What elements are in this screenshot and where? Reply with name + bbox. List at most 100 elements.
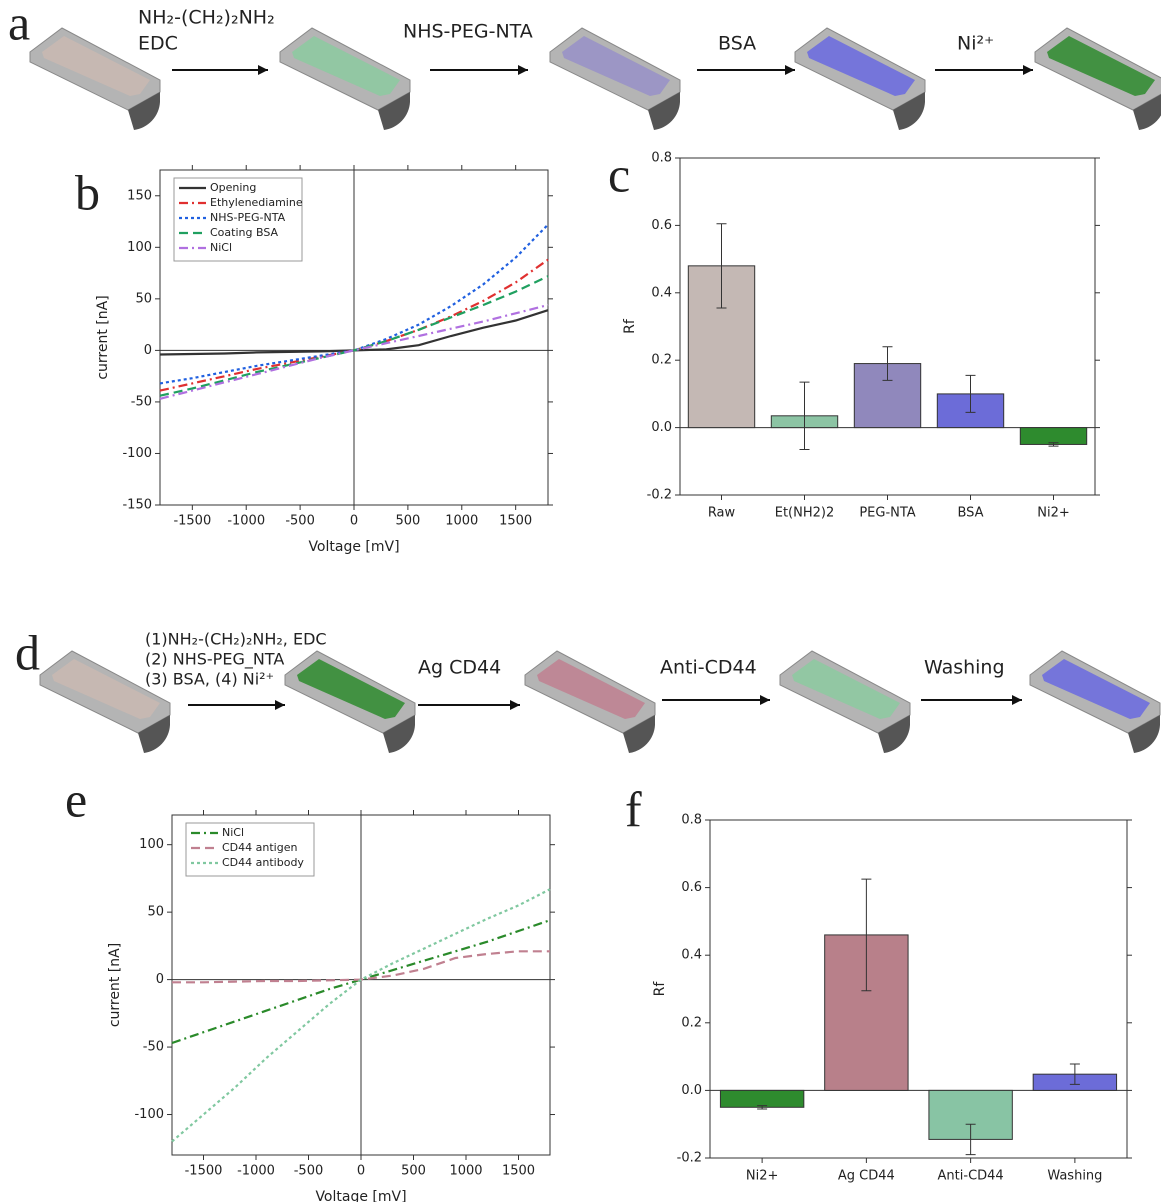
y-tick-label: 0.0 <box>681 1083 702 1098</box>
channel-end <box>878 715 910 753</box>
data-line <box>171 888 551 1143</box>
channel-coating <box>537 659 645 719</box>
y-tick-label: 0.8 <box>651 151 672 166</box>
arrow-head <box>1023 65 1033 75</box>
legend-label: CD44 antigen <box>222 841 297 854</box>
channel-end <box>648 92 680 130</box>
y-tick-label: 0.6 <box>681 880 702 895</box>
channel-coating <box>1047 36 1155 96</box>
data-line <box>159 223 549 385</box>
arrow-head <box>510 700 520 710</box>
channel-icon <box>779 650 911 753</box>
y-tick-label: 0.4 <box>681 948 702 963</box>
step-label: (1)NH₂-(CH₂)₂NH₂, EDC <box>145 630 327 649</box>
arrow-head <box>258 65 268 75</box>
x-tick-label: 1500 <box>502 1164 535 1179</box>
x-tick-label: -500 <box>285 514 315 529</box>
channel-end <box>383 715 415 753</box>
data-line <box>159 275 549 397</box>
x-tick-label: Anti-CD44 <box>938 1169 1004 1184</box>
y-tick-label: 0.8 <box>681 813 702 828</box>
channel-icon <box>794 27 926 130</box>
channel-end <box>1128 715 1160 753</box>
arrow-head <box>785 65 795 75</box>
panel-label: f <box>625 781 642 837</box>
y-tick-label: 0 <box>144 343 152 358</box>
x-tick-label: Et(NH2)2 <box>775 506 835 521</box>
channel-end <box>128 92 160 130</box>
y-tick-label: -150 <box>122 498 152 513</box>
channel-icon <box>284 650 416 753</box>
channel-end <box>1133 94 1161 130</box>
error-bar <box>757 1105 768 1110</box>
y-tick-label: 50 <box>135 291 152 306</box>
y-tick-label: -100 <box>122 446 152 461</box>
step-label: Ni²⁺ <box>957 33 994 55</box>
x-tick-label: Ag CD44 <box>838 1169 895 1184</box>
step-label: BSA <box>718 33 756 55</box>
y-tick-label: 0 <box>156 972 164 987</box>
channel-coating <box>297 659 405 719</box>
x-tick-label: Ni2+ <box>746 1169 779 1184</box>
error-bar <box>965 1123 976 1156</box>
error-bar <box>716 223 727 309</box>
y-tick-label: 0.0 <box>651 420 672 435</box>
error-bar <box>965 374 976 413</box>
x-axis-label: Voltage [mV] <box>315 1189 406 1202</box>
y-axis-label: Rf <box>652 981 668 997</box>
legend-label: NiCl <box>222 826 244 839</box>
step-label: NHS-PEG-NTA <box>403 21 533 43</box>
legend-label: NHS-PEG-NTA <box>210 211 286 224</box>
channel-end <box>138 715 170 753</box>
bar <box>719 1089 805 1108</box>
y-tick-label: 0.6 <box>651 218 672 233</box>
legend-label: Ethylenediamine <box>210 196 303 209</box>
legend-label: Coating BSA <box>210 226 279 239</box>
y-tick-label: 100 <box>139 837 164 852</box>
channel-coating <box>562 36 670 96</box>
x-tick-label: Ni2+ <box>1037 506 1070 521</box>
channel-coating <box>807 36 915 96</box>
x-tick-label: 0 <box>350 514 358 529</box>
x-axis-label: Voltage [mV] <box>308 539 399 555</box>
x-tick-label: -1500 <box>173 514 211 529</box>
error-bar <box>1048 442 1059 447</box>
y-tick-label: 100 <box>127 240 152 255</box>
error-bar <box>861 878 872 992</box>
step-label: EDC <box>138 33 178 55</box>
y-tick-label: 0.2 <box>681 1015 702 1030</box>
channel-icon <box>524 650 656 753</box>
channel-coating <box>792 659 900 719</box>
legend-box <box>173 177 303 262</box>
arrow-head <box>275 700 285 710</box>
channel-icon <box>279 27 411 130</box>
step-label: Ag CD44 <box>418 657 501 679</box>
panel-label: b <box>75 164 100 220</box>
channel-icon <box>1034 27 1161 130</box>
channel-end <box>378 92 410 130</box>
y-axis-label: Rf <box>622 318 638 334</box>
error-bar <box>882 346 893 381</box>
channel-icon <box>549 27 681 130</box>
legend-label: CD44 antibody <box>222 856 304 869</box>
arrow-head <box>1012 695 1022 705</box>
legend-label: Opening <box>210 181 256 194</box>
channel-icon <box>1029 650 1161 753</box>
channel-icon <box>29 27 161 130</box>
plot-frame <box>709 819 1128 1159</box>
x-tick-label: 1000 <box>445 514 478 529</box>
legend-box <box>185 822 315 877</box>
channel-icon <box>39 650 171 753</box>
y-tick-label: 0.4 <box>651 285 672 300</box>
bar <box>1019 427 1088 445</box>
y-tick-label: -50 <box>131 394 152 409</box>
panel-label: c <box>608 146 630 202</box>
y-tick-label: 150 <box>127 188 152 203</box>
step-label: Washing <box>924 657 1005 679</box>
y-tick-label: -50 <box>143 1040 164 1055</box>
x-tick-label: -500 <box>294 1164 324 1179</box>
y-tick-label: -0.2 <box>677 1151 702 1166</box>
panel-label: e <box>65 771 87 827</box>
x-tick-label: -1000 <box>227 514 265 529</box>
